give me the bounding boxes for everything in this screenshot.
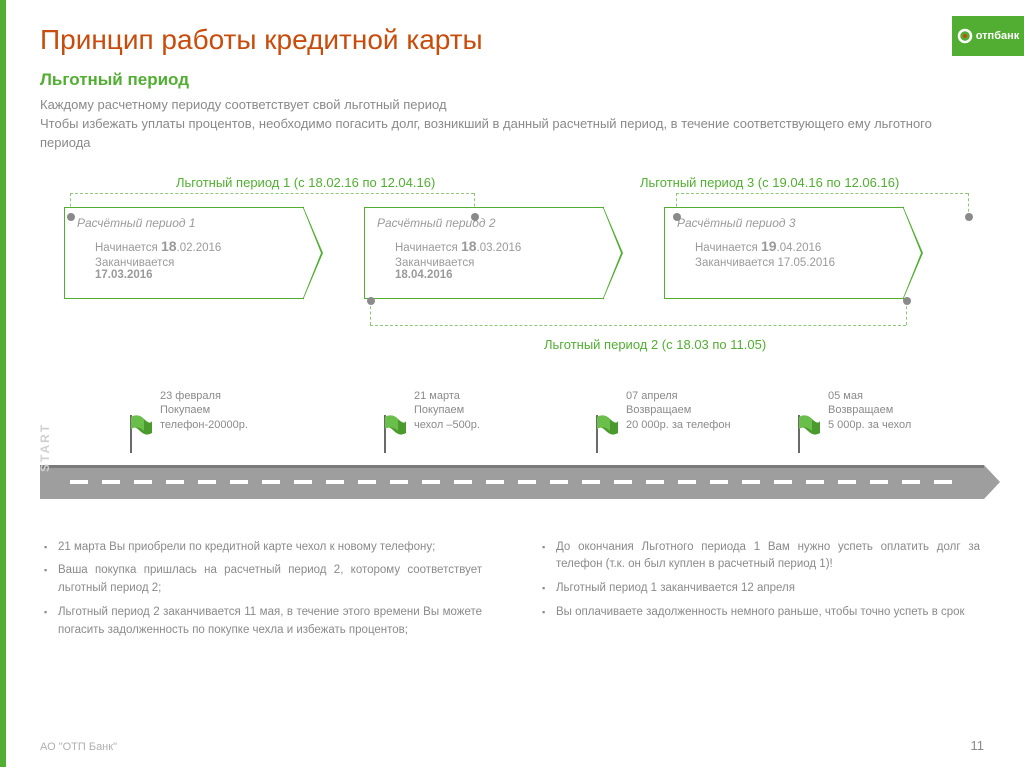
period-box: Расчётный период 1 Начинается 18.02.2016 З… xyxy=(64,207,304,299)
bullet-item: Вы оплачиваете задолженность немного ран… xyxy=(542,604,980,622)
connector-dot xyxy=(67,213,75,221)
period-end: Заканчивается 17.05.2016 xyxy=(677,257,891,269)
timeline-flag: 05 маяВозвращаем5 000р. за чехол xyxy=(828,389,998,434)
grace-label: Льготный период 1 (с 18.02.16 по 12.04.1… xyxy=(176,175,435,190)
timeline-road: START xyxy=(40,465,984,499)
connector-dot xyxy=(965,213,973,221)
footer-company: АО "ОТП Банк" xyxy=(40,741,117,753)
bullet-columns: 21 марта Вы приобрели по кредитной карте… xyxy=(40,539,984,646)
start-label: START xyxy=(38,422,52,471)
period-start: Начинается 18.02.2016 xyxy=(77,238,291,254)
period-title: Расчётный период 2 xyxy=(377,216,591,230)
period-box: Расчётный период 2 Начинается 18.03.2016 З… xyxy=(364,207,604,299)
connector-dot xyxy=(903,297,911,305)
timeline-flag: 07 апреляВозвращаем20 000р. за телефон xyxy=(626,389,796,434)
timeline: 23 февраляПокупаемтелефон-20000р. 21 март… xyxy=(40,389,984,519)
period-end: Заканчивается18.04.2016 xyxy=(377,257,591,281)
connector-dot xyxy=(471,213,479,221)
period-end: Заканчивается17.03.2016 xyxy=(77,257,291,281)
intro-text: Каждому расчетному периоду соответствует… xyxy=(40,96,984,153)
flag-text: 07 апреляВозвращаем20 000р. за телефон xyxy=(626,389,796,434)
period-start: Начинается 19.04.2016 xyxy=(677,238,891,254)
flag-icon xyxy=(796,413,822,460)
flag-text: 23 февраляПокупаемтелефон-20000р. xyxy=(160,389,330,434)
diagram-area: Льготный период 1 (с 18.02.16 по 12.04.1… xyxy=(40,175,984,317)
flag-icon xyxy=(594,413,620,460)
periods-row: Расчётный период 1 Начинается 18.02.2016 З… xyxy=(40,207,984,317)
subtitle: Льготный период xyxy=(40,70,984,90)
period-box: Расчётный период 3 Начинается 19.04.2016 З… xyxy=(664,207,904,299)
bullet-item: До окончания Льготного периода 1 Вам нуж… xyxy=(542,539,980,575)
left-column: 21 марта Вы приобрели по кредитной карте… xyxy=(44,539,482,646)
bullet-item: 21 марта Вы приобрели по кредитной карте… xyxy=(44,539,482,557)
connector-dot xyxy=(367,297,375,305)
brand-name: отпбанк xyxy=(976,30,1020,42)
flag-text: 05 маяВозвращаем5 000р. за чехол xyxy=(828,389,998,434)
page-title: Принцип работы кредитной карты xyxy=(40,24,984,56)
timeline-flag: 23 февраляПокупаемтелефон-20000р. xyxy=(160,389,330,434)
flag-text: 21 мартаПокупаемчехол –500р. xyxy=(414,389,584,434)
flag-icon xyxy=(128,413,154,460)
bullet-item: Льготный период 2 заканчивается 11 мая, … xyxy=(44,604,482,640)
page-number: 11 xyxy=(971,738,985,753)
period-title: Расчётный период 1 xyxy=(77,216,291,230)
grace-bottom-label: Льготный период 2 (с 18.03 по 11.05) xyxy=(544,337,766,352)
bullet-item: Ваша покупка пришлась на расчетный перио… xyxy=(44,562,482,598)
grace-label: Льготный период 3 (с 19.04.16 по 12.06.1… xyxy=(640,175,899,190)
accent-bar xyxy=(0,0,6,767)
bullet-item: Льготный период 1 заканчивается 12 апрел… xyxy=(542,580,980,598)
brand-logo: отпбанк xyxy=(952,16,1024,56)
period-title: Расчётный период 3 xyxy=(677,216,891,230)
timeline-flag: 21 мартаПокупаемчехол –500р. xyxy=(414,389,584,434)
flag-icon xyxy=(382,413,408,460)
connector-dot xyxy=(673,213,681,221)
grace-top-labels: Льготный период 1 (с 18.02.16 по 12.04.1… xyxy=(40,175,984,195)
period-start: Начинается 18.03.2016 xyxy=(377,238,591,254)
right-column: До окончания Льготного периода 1 Вам нуж… xyxy=(542,539,980,646)
